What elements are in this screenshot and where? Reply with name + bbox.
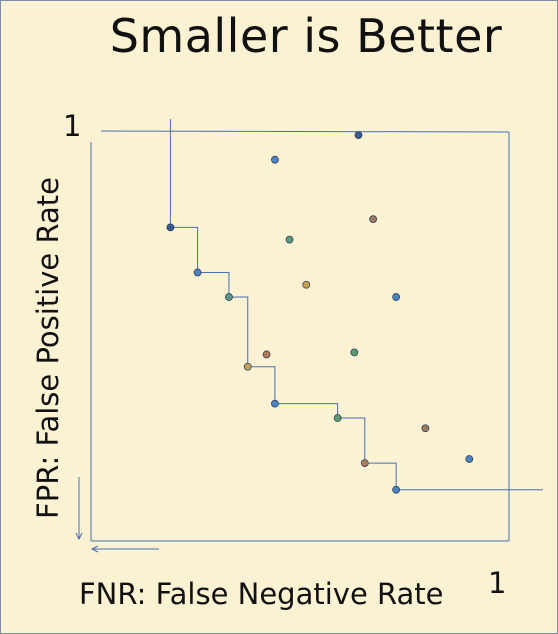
x-max-label: 1 <box>488 566 507 600</box>
frontier-point <box>193 268 202 277</box>
data-points <box>166 131 474 494</box>
x-axis-label: FNR: False Negative Rate <box>79 577 444 611</box>
data-point <box>465 455 474 463</box>
y-max-label: 1 <box>63 109 82 143</box>
x-arrow-head <box>90 545 99 553</box>
frontier-point <box>360 459 369 468</box>
frontier-point <box>243 362 252 371</box>
data-point <box>354 131 363 140</box>
frontier-point <box>333 414 342 422</box>
top-border-line <box>100 130 510 133</box>
data-point <box>285 235 294 244</box>
data-point <box>421 424 430 433</box>
data-point <box>369 215 378 224</box>
frontier-point <box>166 223 175 232</box>
frontier-point <box>392 485 401 494</box>
data-point <box>302 280 311 289</box>
data-point <box>392 293 401 301</box>
frontier-point <box>225 293 233 301</box>
data-point <box>350 348 359 357</box>
frontier-staircase <box>169 119 543 491</box>
plot-frame <box>75 130 510 553</box>
data-point <box>271 155 279 164</box>
slide-title: Smaller is Better <box>109 9 503 63</box>
y-arrow-head <box>75 532 83 541</box>
data-point <box>262 350 271 359</box>
frontier-point <box>271 399 279 408</box>
pareto-frontier-line <box>169 119 543 491</box>
